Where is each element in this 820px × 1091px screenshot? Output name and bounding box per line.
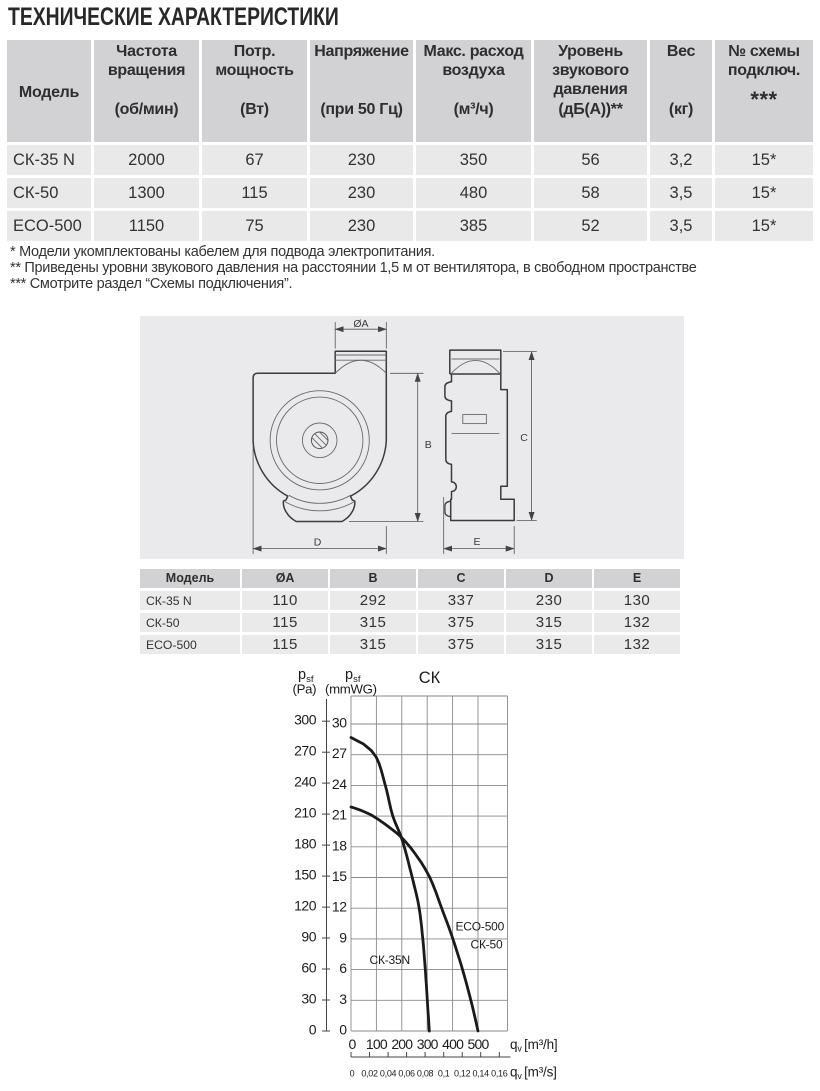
svg-text:240: 240: [294, 774, 317, 790]
svg-text:0,02: 0,02: [361, 1069, 378, 1079]
svg-text:400: 400: [442, 1036, 464, 1052]
svg-text:D: D: [314, 537, 322, 549]
svg-text:180: 180: [294, 836, 317, 852]
svg-text:27: 27: [332, 745, 347, 761]
svg-text:9: 9: [339, 929, 347, 945]
svg-text:15: 15: [332, 868, 347, 884]
svg-text:30: 30: [301, 991, 316, 1007]
svg-text:ØA: ØA: [353, 318, 368, 330]
svg-text:300: 300: [294, 712, 317, 728]
svg-text:B: B: [425, 439, 432, 451]
svg-text:0: 0: [350, 1069, 355, 1079]
svg-text:120: 120: [294, 898, 317, 914]
svg-text:12: 12: [332, 899, 347, 915]
svg-text:0,04: 0,04: [380, 1069, 397, 1079]
svg-text:СК-50: СК-50: [471, 938, 504, 952]
svg-text:150: 150: [294, 867, 317, 883]
svg-text:24: 24: [332, 776, 347, 792]
svg-text:60: 60: [301, 960, 316, 976]
svg-text:СК-35N: СК-35N: [370, 953, 410, 967]
svg-text:3: 3: [339, 991, 347, 1007]
svg-text:0,12: 0,12: [454, 1069, 471, 1079]
svg-text:30: 30: [332, 715, 347, 731]
svg-text:0: 0: [309, 1022, 317, 1038]
svg-text:qv [m³/h]: qv [m³/h]: [510, 1037, 557, 1054]
svg-text:0,16: 0,16: [491, 1069, 508, 1079]
svg-text:0,14: 0,14: [473, 1069, 490, 1079]
svg-text:100: 100: [366, 1036, 388, 1052]
svg-text:21: 21: [332, 807, 347, 823]
svg-text:E: E: [473, 536, 480, 548]
svg-text:200: 200: [391, 1036, 413, 1052]
svg-text:210: 210: [294, 805, 317, 821]
svg-text:6: 6: [339, 960, 347, 976]
svg-text:0,1: 0,1: [438, 1069, 450, 1079]
svg-text:(Pa): (Pa): [293, 682, 317, 697]
svg-text:C: C: [520, 432, 528, 444]
svg-text:90: 90: [301, 929, 316, 945]
svg-text:0: 0: [339, 1022, 347, 1038]
svg-text:ECO-500: ECO-500: [456, 920, 505, 934]
svg-text:0: 0: [349, 1036, 357, 1052]
svg-text:300: 300: [417, 1036, 439, 1052]
svg-text:qv [m³/s]: qv [m³/s]: [510, 1065, 557, 1082]
svg-text:0,08: 0,08: [417, 1069, 434, 1079]
svg-text:СК: СК: [419, 669, 441, 687]
svg-text:18: 18: [332, 837, 347, 853]
svg-text:500: 500: [468, 1036, 490, 1052]
svg-text:270: 270: [294, 743, 317, 759]
svg-text:(mmWG): (mmWG): [325, 682, 377, 697]
svg-text:0,06: 0,06: [398, 1069, 415, 1079]
